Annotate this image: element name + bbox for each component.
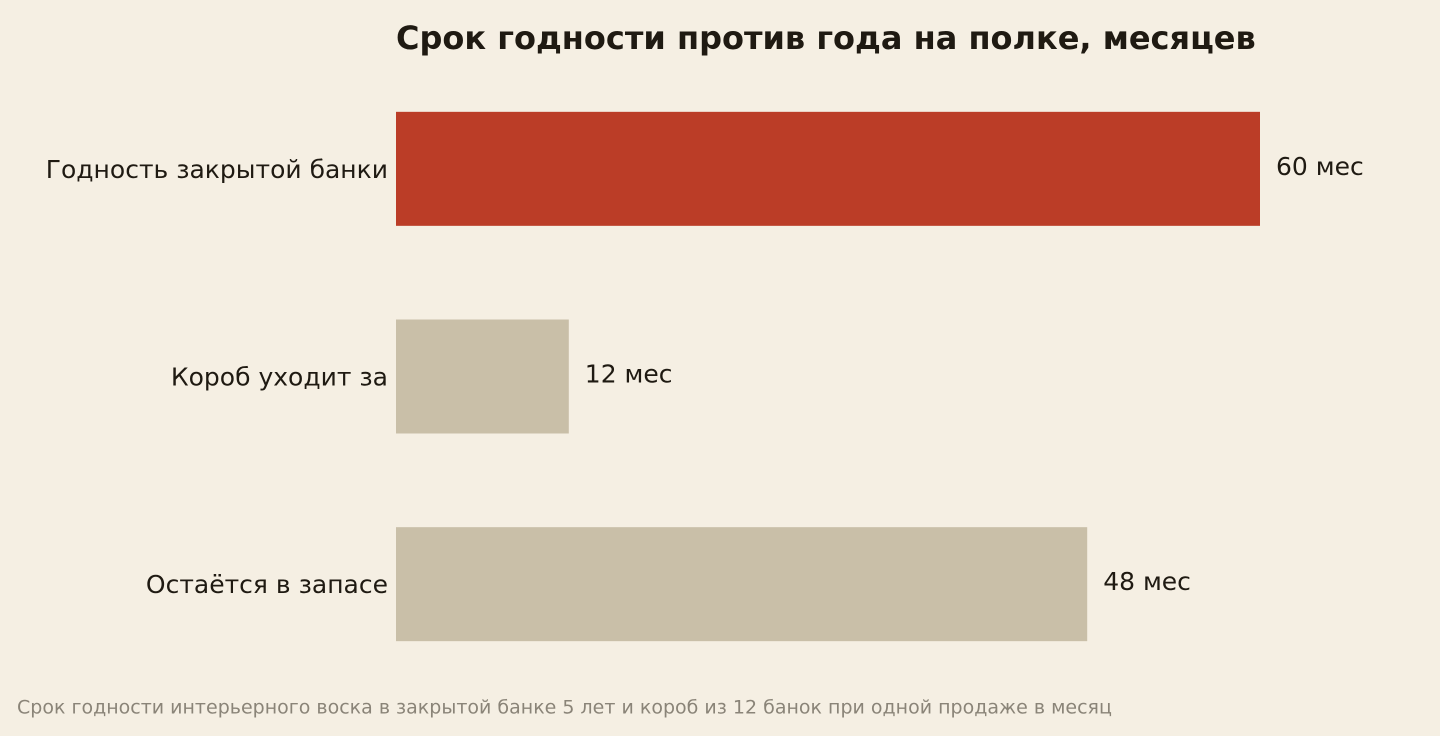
chart-note: Срок годности интерьерного воска в закры… <box>17 697 1112 719</box>
value-label: 12 мес <box>585 360 673 389</box>
y-tick-label: Короб уходит за <box>171 363 388 392</box>
bar <box>396 527 1088 642</box>
chart-title: Срок годности против года на полке, меся… <box>396 19 1256 57</box>
bar <box>396 111 1260 226</box>
y-tick-label: Остаётся в запасе <box>146 570 388 599</box>
y-tick-label: Годность закрытой банки <box>46 155 388 184</box>
value-label: 60 мес <box>1276 152 1364 181</box>
value-label: 48 мес <box>1103 567 1191 596</box>
bar <box>396 319 569 434</box>
